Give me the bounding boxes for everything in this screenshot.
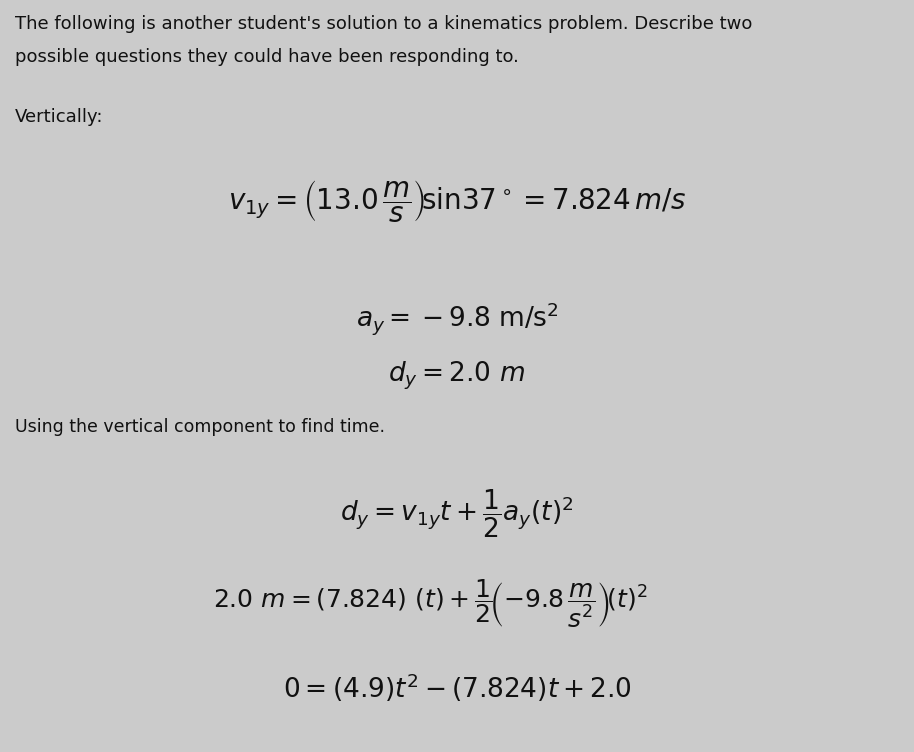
Text: $2.0\ m = (7.824)\ (t) + \dfrac{1}{2}\!\left(-9.8\,\dfrac{m}{s^2}\right)\!(t)^2$: $2.0\ m = (7.824)\ (t) + \dfrac{1}{2}\!\… xyxy=(213,578,647,630)
Text: Using the vertical component to find time.: Using the vertical component to find tim… xyxy=(15,418,385,436)
Text: $0 = (4.9)t^2 - (7.824)t + 2.0$: $0 = (4.9)t^2 - (7.824)t + 2.0$ xyxy=(282,672,632,705)
Text: possible questions they could have been responding to.: possible questions they could have been … xyxy=(15,48,519,66)
Text: $v_{1y} = \left(13.0\,\dfrac{m}{s}\right)\!\mathrm{sin}37^\circ = 7.824\,m/s$: $v_{1y} = \left(13.0\,\dfrac{m}{s}\right… xyxy=(228,178,686,224)
Text: $d_y = 2.0\ m$: $d_y = 2.0\ m$ xyxy=(388,360,526,393)
Text: Vertically:: Vertically: xyxy=(15,108,103,126)
Text: $a_y = -9.8\ \mathrm{m/s^2}$: $a_y = -9.8\ \mathrm{m/s^2}$ xyxy=(356,300,558,337)
Text: $d_y = v_{1y}t + \dfrac{1}{2}a_y(t)^2$: $d_y = v_{1y}t + \dfrac{1}{2}a_y(t)^2$ xyxy=(340,488,574,540)
Text: The following is another student's solution to a kinematics problem. Describe tw: The following is another student's solut… xyxy=(15,15,752,33)
